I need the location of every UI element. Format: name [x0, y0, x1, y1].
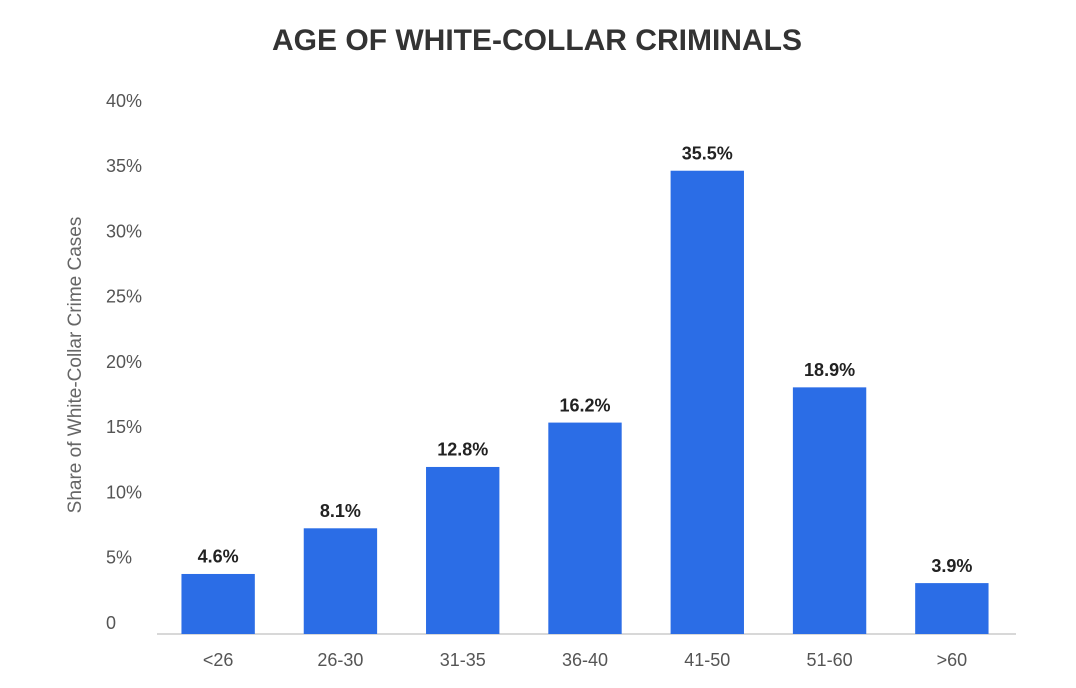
bar	[181, 573, 255, 634]
bar	[915, 583, 989, 634]
x-tick-label: >60	[937, 650, 968, 670]
x-tick-label: <26	[203, 650, 234, 670]
data-label: 3.9%	[931, 556, 972, 576]
y-tick-label: 40%	[106, 91, 142, 111]
y-tick-label: 10%	[106, 482, 142, 502]
x-tick-label: 26-30	[317, 650, 363, 670]
x-tick-label: 36-40	[562, 650, 608, 670]
data-label: 16.2%	[559, 395, 610, 415]
y-tick-label: 20%	[106, 352, 142, 372]
data-label: 8.1%	[320, 501, 361, 521]
x-tick-label: 51-60	[807, 650, 853, 670]
y-tick-label: 5%	[106, 548, 132, 568]
chart-title: AGE OF WHITE-COLLAR CRIMINALS	[272, 24, 802, 57]
y-tick-label: 25%	[106, 287, 142, 307]
data-label: 18.9%	[804, 360, 855, 380]
y-tick-label: 35%	[106, 156, 142, 176]
bar	[303, 528, 378, 634]
data-label: 12.8%	[437, 440, 488, 460]
y-axis-title: Share of White-Collar Crime Cases	[65, 217, 86, 514]
x-tick-label: 41-50	[684, 650, 730, 670]
bar	[670, 170, 744, 634]
data-label: 35.5%	[682, 143, 733, 163]
bar	[548, 422, 622, 634]
bar	[792, 387, 867, 634]
y-tick-label: 30%	[106, 221, 142, 241]
y-tick-label: 15%	[106, 417, 142, 437]
y-tick-label: 0	[106, 613, 116, 633]
x-tick-label: 31-35	[440, 650, 486, 670]
data-label: 4.6%	[198, 547, 239, 567]
bar	[426, 466, 500, 634]
